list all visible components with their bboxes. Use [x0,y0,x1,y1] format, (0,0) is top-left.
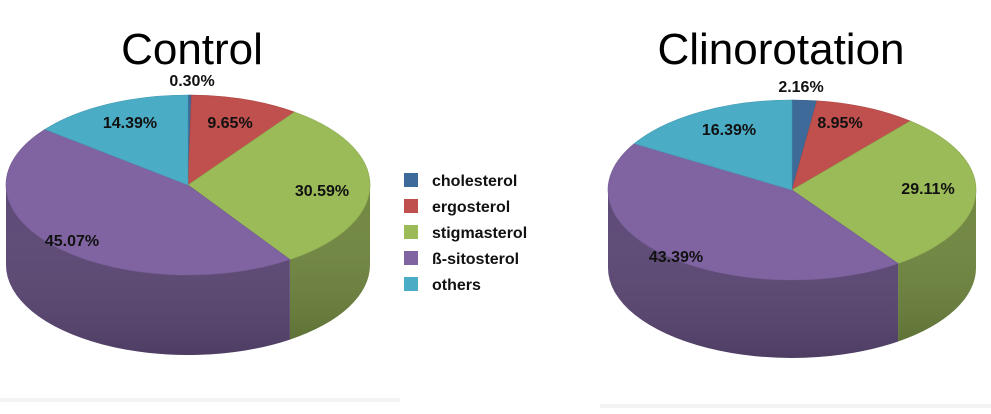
legend-label: stigmasterol [432,225,527,242]
legend-item-cholesterol: cholesterol [404,173,517,190]
legend-label: ergosterol [432,199,510,216]
pie-side-shading [289,185,370,340]
chart-title-clinorotation: Clinorotation [657,25,904,74]
data-label-stigmasterol: 30.59% [295,183,349,200]
data-label-others: 14.39% [103,115,157,132]
pie-chart-clinorotation: Clinorotation 2.16% 8.95% 29.11% 43.39% 16.3… [607,25,977,359]
data-label-ergosterol: 9.65% [207,115,252,132]
legend-swatch [404,251,418,265]
data-label-stigmasterol: 29.11% [901,181,954,198]
pie-side-walls [6,185,370,355]
data-label-cholesterol: 0.30% [169,73,214,90]
legend-item-beta-sitosterol: ß-sitosterol [404,251,519,268]
legend-item-stigmasterol: stigmasterol [404,225,527,242]
bottom-divider-left [0,398,400,402]
pie-slice-others [44,94,189,186]
legend-swatch [404,173,418,187]
pie-slice-beta-sitosterol [5,129,291,276]
pie-slice-beta-sitosterol [607,143,899,281]
bottom-divider-right [600,404,991,408]
data-label-ergosterol: 8.95% [817,115,862,132]
pie-side-walls [608,190,976,359]
pie-side-shading [898,190,976,342]
data-label-cholesterol: 2.16% [778,79,823,96]
legend-label: ß-sitosterol [432,251,519,268]
legend: cholesterol ergosterol stigmasterol ß-sitos… [404,173,527,294]
pie-side-shading [6,185,290,355]
legend-label: cholesterol [432,173,517,190]
pie-slice-ergosterol [187,94,296,186]
legend-label: others [432,277,481,294]
pie-side-shading [608,190,899,359]
legend-swatch [404,225,418,239]
chart-title-control: Control [121,25,263,74]
data-label-others: 16.39% [702,122,756,139]
legend-swatch [404,277,418,291]
data-label-beta-sitosterol: 43.39% [649,249,703,266]
legend-item-ergosterol: ergosterol [404,199,510,216]
pie-slice-stigmasterol [187,111,371,260]
legend-swatch [404,199,418,213]
pie-slice-stigmasterol [791,120,977,264]
pie-slice-others [633,99,793,191]
pie-slice-ergosterol [791,100,911,191]
data-label-beta-sitosterol: 45.07% [45,233,99,250]
pie-chart-control: Control 0.30% 9.65% 30.59% 45.07% 14.39% [5,25,371,355]
legend-item-others: others [404,277,481,294]
